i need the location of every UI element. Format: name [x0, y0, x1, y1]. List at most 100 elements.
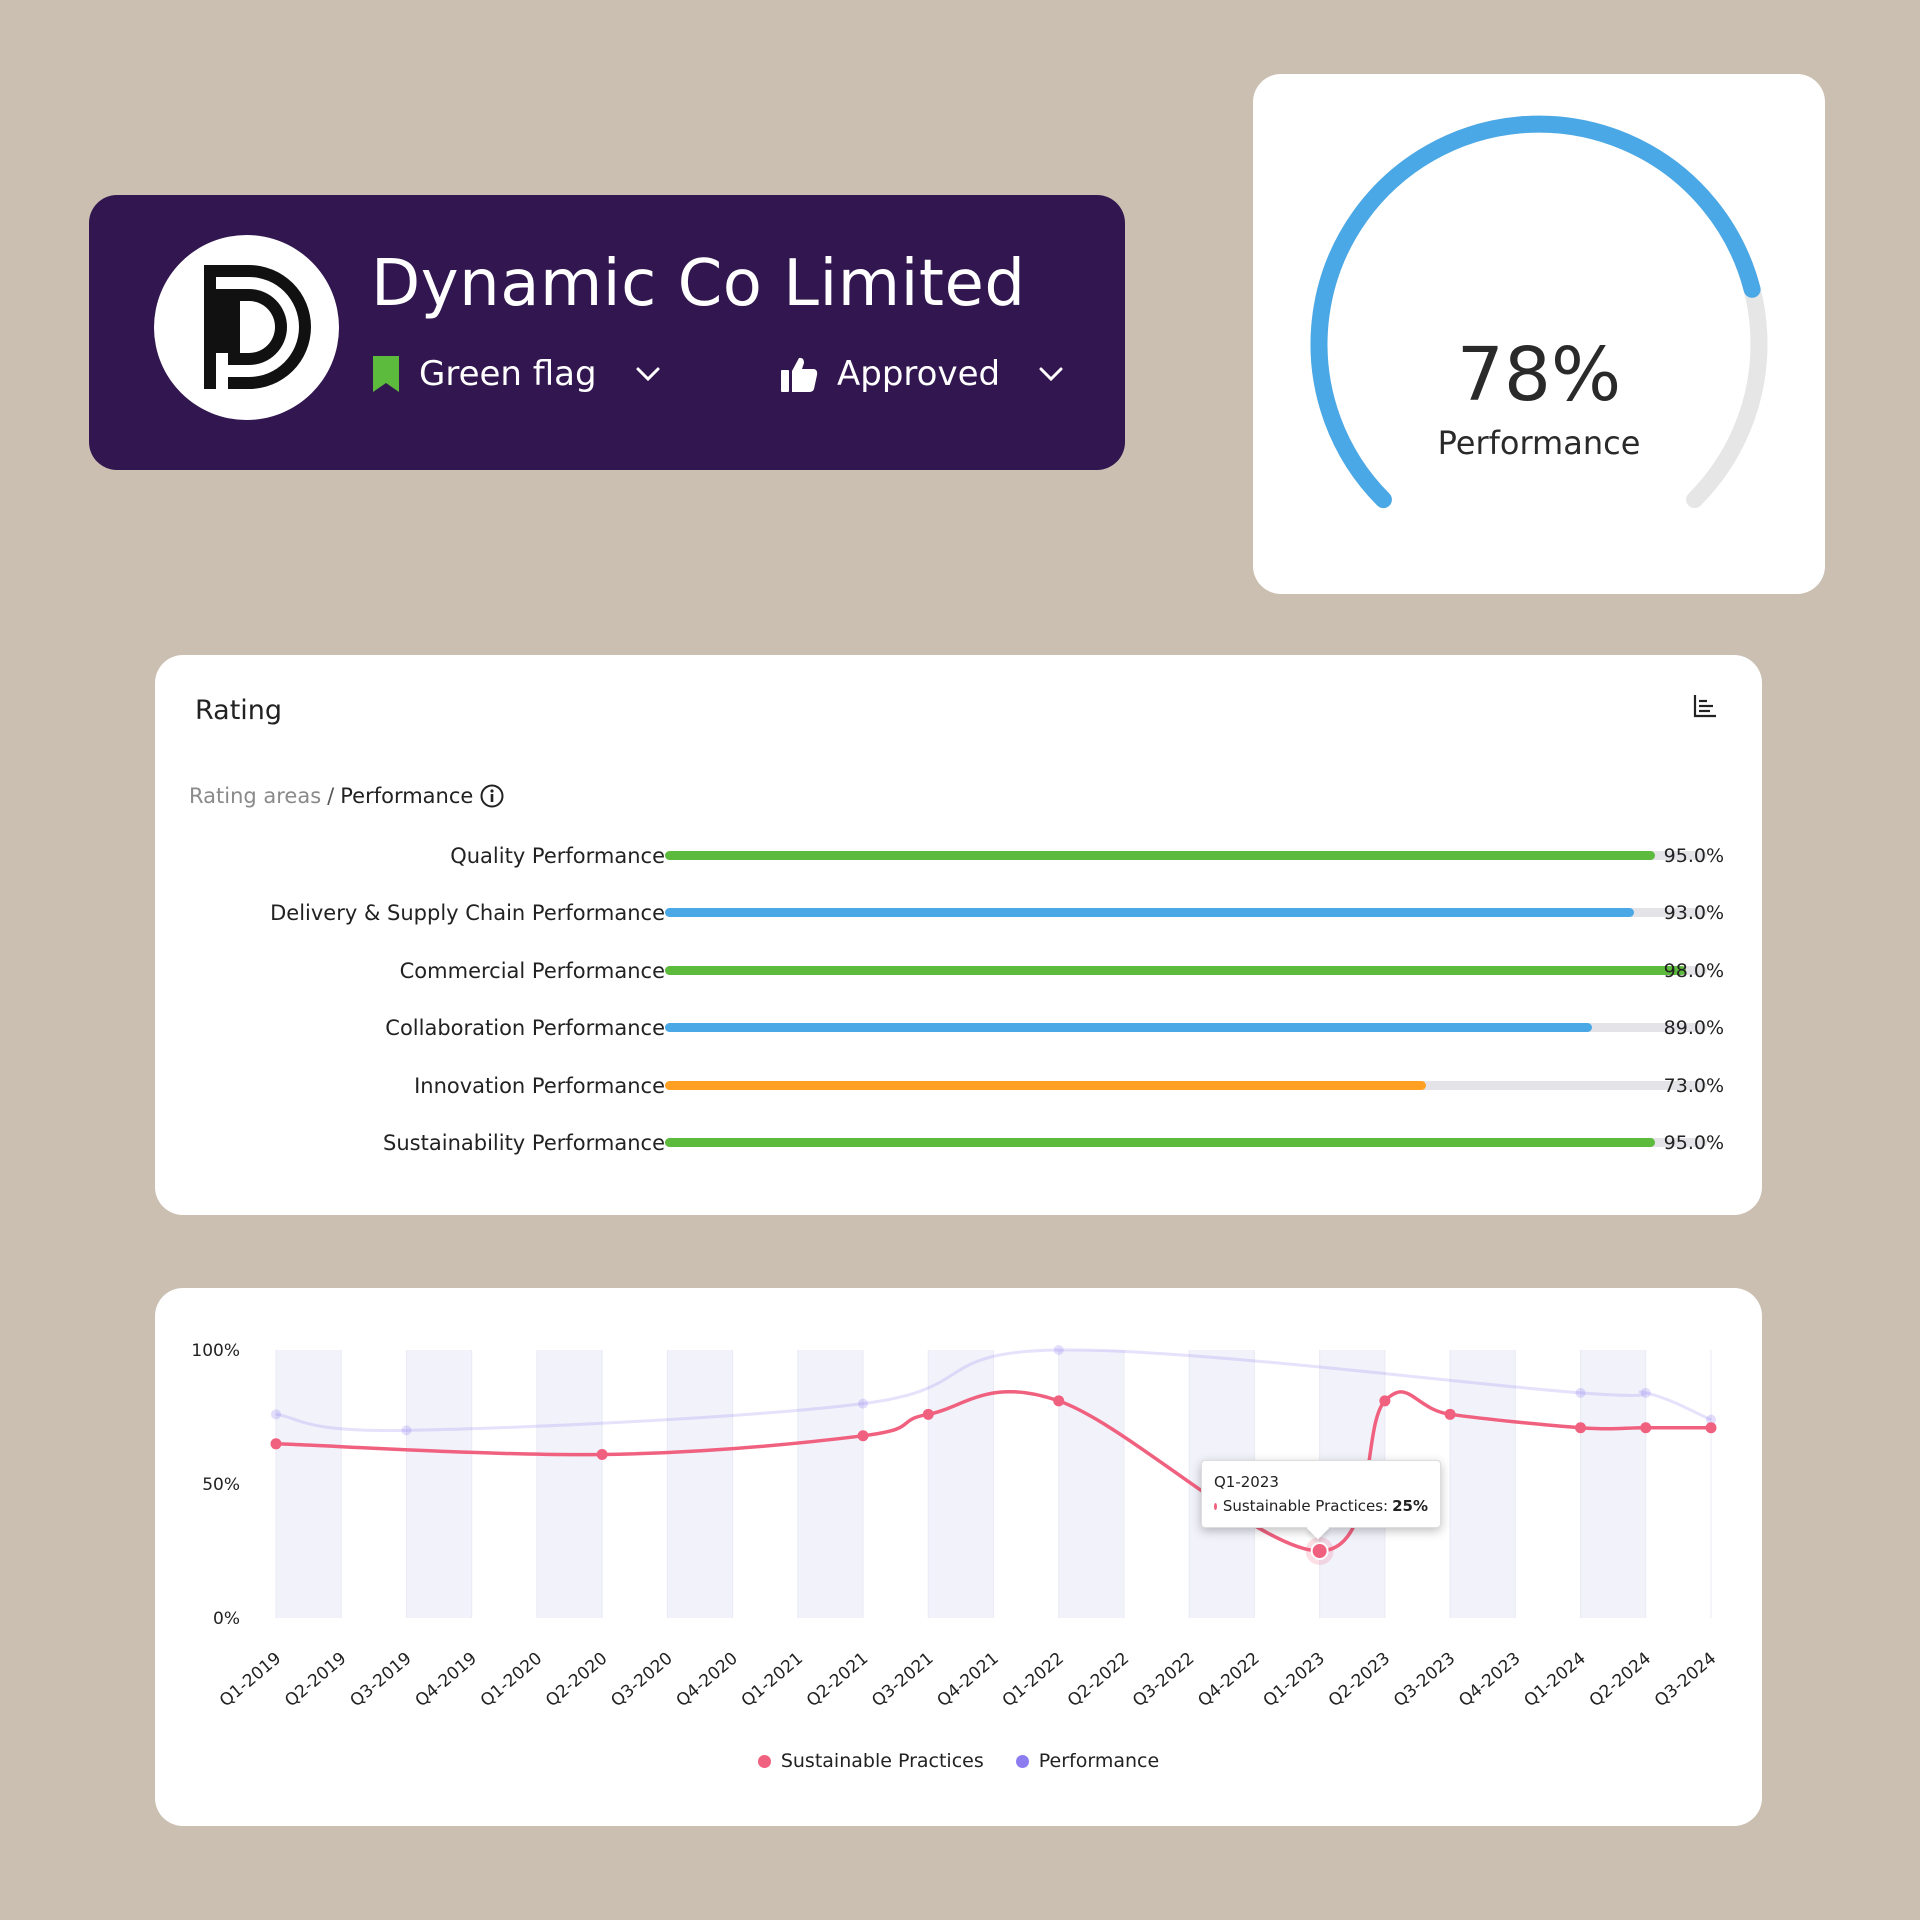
- rating-title: Rating: [195, 695, 283, 726]
- rating-label: Commercial Performance: [399, 959, 665, 983]
- chart-band: [276, 1350, 342, 1618]
- chart-band: [1450, 1350, 1516, 1618]
- flag-status-dropdown[interactable]: Green flag: [371, 350, 663, 398]
- rating-bar-fill: [665, 1081, 1426, 1090]
- x-tick-label: Q1-2019: [216, 1649, 285, 1712]
- chart-band: [1580, 1350, 1646, 1618]
- data-point: [1575, 1422, 1587, 1434]
- x-tick-label: Q4-2019: [412, 1649, 481, 1712]
- chart-tooltip: Q1-2023 Sustainable Practices: 25%: [1201, 1460, 1441, 1528]
- chart-band: [797, 1350, 864, 1618]
- y-tick-label: 0%: [213, 1609, 240, 1629]
- data-point: [1640, 1387, 1651, 1398]
- data-point: [857, 1430, 869, 1442]
- rating-bar-track: [665, 1023, 1707, 1032]
- x-tick-label: Q3-2019: [346, 1649, 415, 1712]
- x-tick-label: Q2-2021: [803, 1649, 872, 1712]
- dynamic-co-logo-icon: [204, 265, 311, 389]
- data-point: [1053, 1345, 1064, 1355]
- company-logo: [154, 235, 339, 420]
- rating-value: 73.0%: [1663, 1075, 1724, 1097]
- chevron-down-icon: [1039, 367, 1063, 382]
- rating-bar-fill: [665, 851, 1655, 860]
- rating-label: Collaboration Performance: [385, 1016, 665, 1040]
- x-tick-label: Q1-2021: [738, 1649, 807, 1712]
- x-tick-label: Q4-2023: [1455, 1649, 1524, 1712]
- rating-bar-track: [665, 851, 1707, 860]
- breadcrumb-rating-areas[interactable]: Rating areas: [189, 784, 322, 808]
- rating-bar-track: [665, 1081, 1707, 1090]
- chart-band: [928, 1350, 994, 1618]
- data-point: [922, 1408, 934, 1420]
- chevron-down-icon: [636, 367, 660, 382]
- rating-value: 95.0%: [1663, 845, 1724, 867]
- x-tick-label: Q4-2020: [673, 1649, 742, 1712]
- rating-row: Quality Performance 95.0%: [155, 836, 1762, 876]
- breadcrumb: Rating areas / Performance: [189, 783, 505, 809]
- approval-status-dropdown[interactable]: Approved: [779, 350, 1066, 398]
- x-tick-label: Q2-2019: [281, 1649, 350, 1712]
- legend-item-performance[interactable]: Performance: [1015, 1750, 1160, 1772]
- y-tick-label: 50%: [202, 1475, 240, 1495]
- bar-chart-icon[interactable]: [1691, 692, 1719, 720]
- gauge-value: 78%: [1456, 332, 1622, 418]
- data-point: [1379, 1395, 1391, 1407]
- data-point: [1706, 1414, 1716, 1425]
- rating-bar-fill: [665, 908, 1635, 917]
- legend-dot: [1015, 1754, 1029, 1768]
- performance-gauge-card: 78% Performance: [1253, 74, 1825, 594]
- rating-card: Rating Rating areas / Performance Qualit…: [155, 655, 1762, 1215]
- trend-line-chart: 100%50%0%Q1-2019Q2-2019Q3-2019Q4-2019Q1-…: [191, 1341, 1720, 1712]
- rating-bar-fill: [665, 1138, 1655, 1147]
- highlight-point: [1310, 1542, 1329, 1560]
- data-point: [1705, 1422, 1717, 1434]
- x-tick-label: Q1-2024: [1521, 1649, 1590, 1712]
- data-point: [270, 1438, 282, 1450]
- x-tick-label: Q2-2023: [1325, 1649, 1394, 1712]
- rating-value: 93.0%: [1663, 902, 1724, 924]
- rating-value: 95.0%: [1663, 1132, 1724, 1154]
- x-tick-label: Q3-2024: [1651, 1649, 1720, 1712]
- rating-bar-fill: [665, 1023, 1593, 1032]
- rating-label: Delivery & Supply Chain Performance: [270, 901, 665, 925]
- info-icon[interactable]: [479, 783, 505, 809]
- legend-label: Sustainable Practices: [780, 1750, 984, 1772]
- performance-gauge: [1310, 115, 1768, 509]
- rating-bar-fill: [665, 966, 1687, 975]
- rating-bar-track: [665, 1138, 1707, 1147]
- tooltip-series-dot: [1214, 1502, 1217, 1510]
- rating-bar-track: [665, 908, 1707, 917]
- flag-status-label: Green flag: [419, 354, 597, 394]
- tooltip-series-label: Sustainable Practices:: [1222, 1497, 1389, 1515]
- legend-label: Performance: [1038, 1750, 1160, 1772]
- rating-label: Quality Performance: [450, 844, 665, 868]
- x-tick-label: Q3-2022: [1129, 1649, 1198, 1712]
- data-point: [1444, 1408, 1456, 1420]
- rating-value: 89.0%: [1663, 1017, 1724, 1039]
- x-tick-label: Q2-2024: [1586, 1649, 1655, 1712]
- rating-label: Innovation Performance: [414, 1074, 665, 1098]
- gauge-fill: [1310, 115, 1761, 509]
- x-tick-label: Q4-2021: [933, 1649, 1002, 1712]
- rating-bar-track: [665, 966, 1707, 975]
- rating-label: Sustainability Performance: [383, 1131, 665, 1155]
- breadcrumb-current: Performance: [340, 784, 474, 808]
- trend-chart-card: 100% 50% 0% Q1-2019 Q2-2019 Q3-2019 Q4-2019 Q1-…: [155, 1288, 1762, 1826]
- rating-row: Collaboration Performance 89.0%: [155, 1008, 1762, 1048]
- chart-band: [536, 1350, 603, 1618]
- data-point: [271, 1409, 281, 1420]
- tooltip-value: 25%: [1392, 1497, 1428, 1515]
- data-point: [1575, 1387, 1586, 1398]
- approval-status-label: Approved: [837, 354, 1001, 394]
- rating-value: 98.0%: [1663, 960, 1724, 982]
- data-point: [1053, 1395, 1065, 1407]
- thumbs-up-icon: [781, 357, 818, 392]
- breadcrumb-separator: /: [327, 784, 335, 808]
- bookmark-flag-icon: [373, 356, 399, 392]
- rating-row: Sustainability Performance 95.0%: [155, 1123, 1762, 1163]
- x-tick-label: Q2-2022: [1064, 1649, 1133, 1712]
- chart-legend: Sustainable Practices Performance: [155, 1750, 1762, 1772]
- gauge-label: Performance: [1437, 424, 1641, 462]
- x-tick-label: Q2-2020: [542, 1649, 611, 1712]
- legend-item-sustainable-practices[interactable]: Sustainable Practices: [757, 1750, 984, 1772]
